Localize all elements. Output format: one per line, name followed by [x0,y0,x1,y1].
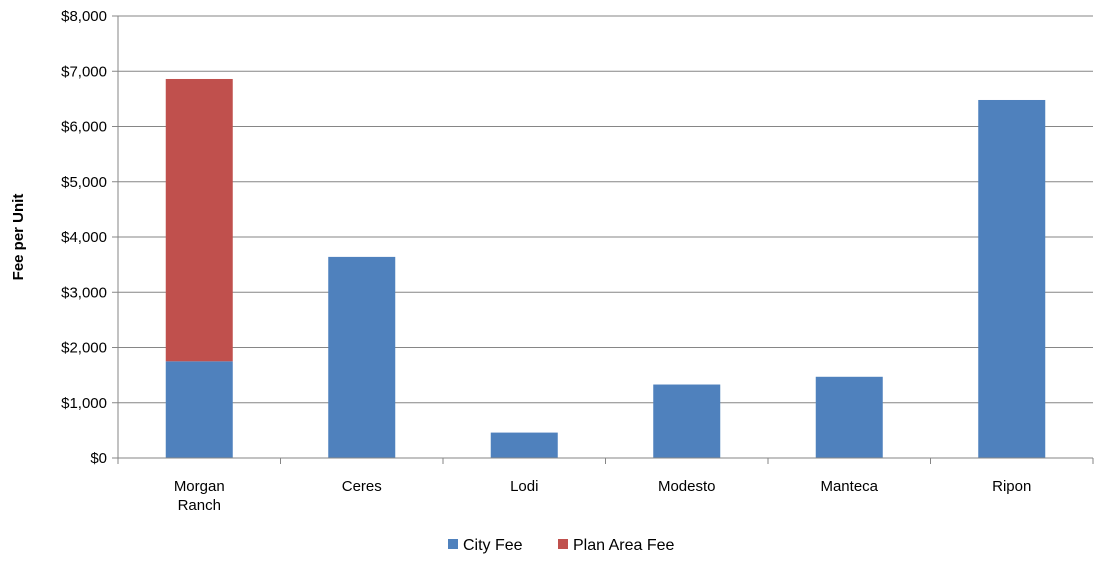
x-tick-label: Ripon [992,478,1031,495]
y-tick-label: $2,000 [61,340,107,357]
legend-label: City Fee [463,537,523,554]
legend-swatch [448,539,458,549]
bar-city-fee [815,376,883,458]
bar-city-fee [165,361,233,458]
y-tick-label: $6,000 [61,119,107,136]
gridlines [118,15,1093,404]
x-tick-labels: Morgan Ranch Ceres Lodi Modesto Manteca Ripon [174,478,1032,514]
y-tick-label: $5,000 [61,174,107,191]
y-tick-label: $1,000 [61,395,107,412]
y-tick-label: $3,000 [61,284,107,301]
bar-city-fee [490,432,558,458]
x-tick-label: Manteca [820,478,878,495]
y-axis-label: Fee per Unit [10,194,27,281]
bar-city-fee [328,256,396,458]
x-tick-label: Ranch [178,497,221,514]
y-tick-label: $7,000 [61,63,107,80]
y-tick-label: $8,000 [61,8,107,25]
axes [112,15,1094,464]
legend-swatch [558,539,568,549]
y-tick-label: $0 [90,450,107,467]
x-tick-label: Morgan [174,478,225,495]
bar-city-fee [978,99,1046,458]
legend-label: Plan Area Fee [573,537,675,554]
legend: City Fee Plan Area Fee [448,537,675,554]
y-tick-label: $4,000 [61,229,107,246]
bar-plan-area-fee [165,78,233,362]
bars [165,78,1046,458]
x-tick-label: Modesto [658,478,716,495]
bar-city-fee [653,384,721,458]
y-tick-labels: $0 $1,000 $2,000 $3,000 $4,000 $5,000 $6,000 $7… [61,8,107,467]
x-tick-label: Lodi [510,478,538,495]
x-tick-label: Ceres [342,478,382,495]
